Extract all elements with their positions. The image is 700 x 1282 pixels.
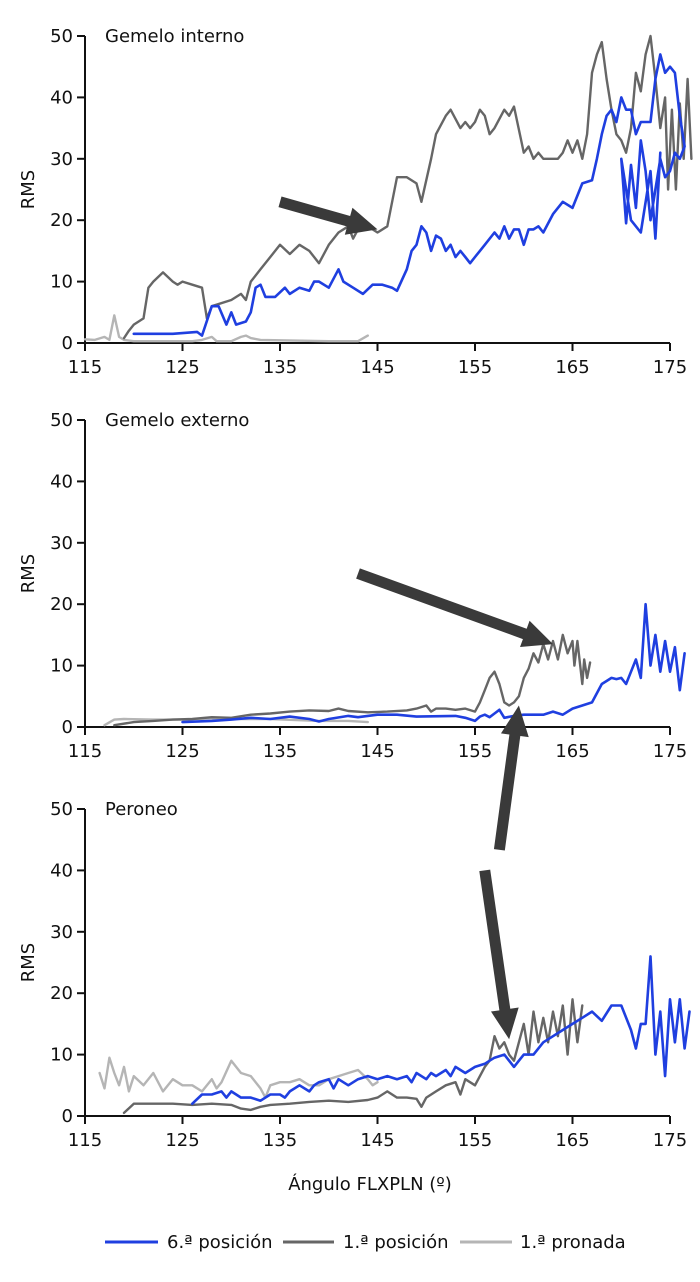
series-line-3 bbox=[98, 1056, 379, 1099]
panel-3: 0 10 20 30 40 50 115 125 135 145 155 165 175 RMS Peron… bbox=[18, 799, 691, 1151]
y-tick-label: 10 bbox=[50, 272, 73, 293]
x-tick-label: 125 bbox=[165, 741, 199, 762]
annotation-arrow-2 bbox=[356, 568, 553, 648]
annotation-arrow-1 bbox=[278, 196, 378, 235]
legend-label-2: 1.ª posición bbox=[343, 1232, 449, 1253]
x-tick-label: 175 bbox=[653, 741, 687, 762]
x-tick-label: 135 bbox=[263, 1130, 297, 1151]
y-tick-label: 40 bbox=[50, 87, 73, 108]
series-line-1 bbox=[191, 955, 691, 1105]
x-tick-label: 155 bbox=[458, 357, 492, 378]
y-tick-label: 0 bbox=[62, 1106, 73, 1127]
y-axis-label: RMS bbox=[18, 170, 39, 209]
y-axis-label: RMS bbox=[18, 943, 39, 982]
y-tick-label: 30 bbox=[50, 922, 73, 943]
series-line-3 bbox=[83, 314, 369, 343]
y-tick-label: 50 bbox=[50, 799, 73, 820]
y-tick-label: 10 bbox=[50, 1045, 73, 1066]
x-tick-label: 155 bbox=[458, 1130, 492, 1151]
x-tick-label: 165 bbox=[555, 357, 589, 378]
panel-title: Gemelo externo bbox=[105, 410, 249, 431]
x-tick-label: 165 bbox=[555, 741, 589, 762]
y-tick-label: 30 bbox=[50, 149, 73, 170]
y-tick-label: 30 bbox=[50, 533, 73, 554]
series-line-1 bbox=[132, 53, 686, 337]
x-tick-label: 145 bbox=[360, 357, 394, 378]
x-tick-label: 165 bbox=[555, 1130, 589, 1151]
x-tick-label: 135 bbox=[263, 741, 297, 762]
y-tick-label: 0 bbox=[62, 333, 73, 354]
legend-label-3: 1.ª pronada bbox=[520, 1232, 626, 1253]
y-tick-label: 20 bbox=[50, 210, 73, 231]
y-tick-label: 50 bbox=[50, 410, 73, 431]
x-tick-label: 145 bbox=[360, 741, 394, 762]
x-tick-label: 115 bbox=[68, 1130, 102, 1151]
legend: 6.ª posición 1.ª posición 1.ª pronada bbox=[105, 1232, 626, 1253]
panel-title: Peroneo bbox=[105, 799, 178, 820]
series-line-2 bbox=[122, 34, 693, 340]
y-tick-label: 40 bbox=[50, 471, 73, 492]
y-tick-label: 20 bbox=[50, 594, 73, 615]
x-tick-label: 135 bbox=[263, 357, 297, 378]
x-tick-label: 145 bbox=[360, 1130, 394, 1151]
y-tick-label: 0 bbox=[62, 717, 73, 738]
y-tick-label: 40 bbox=[50, 860, 73, 881]
series-line-2 bbox=[122, 998, 584, 1115]
legend-label-1: 6.ª posición bbox=[167, 1232, 273, 1253]
x-tick-label: 115 bbox=[68, 357, 102, 378]
x-tick-label: 125 bbox=[165, 1130, 199, 1151]
series-line-2 bbox=[113, 633, 592, 727]
series-line-1 bbox=[181, 602, 686, 724]
panel-title: Gemelo interno bbox=[105, 26, 244, 47]
annotation-arrow-3 bbox=[493, 705, 529, 851]
annotation-arrows bbox=[278, 196, 553, 1040]
panel-1: 0 10 20 30 40 50 115 125 135 145 155 165 175 RMS Gemel… bbox=[18, 26, 693, 378]
annotation-arrow-4 bbox=[479, 869, 519, 1040]
x-axis-label: Ángulo FLXPLN (º) bbox=[288, 1173, 452, 1195]
y-tick-label: 50 bbox=[50, 26, 73, 47]
x-tick-label: 155 bbox=[458, 741, 492, 762]
y-tick-label: 10 bbox=[50, 656, 73, 677]
chart-panels: 0 10 20 30 40 50 115 125 135 145 155 165 175 RMS Gemel… bbox=[18, 26, 693, 1151]
x-tick-label: 175 bbox=[653, 357, 687, 378]
x-tick-label: 115 bbox=[68, 741, 102, 762]
y-tick-label: 20 bbox=[50, 983, 73, 1004]
x-tick-label: 125 bbox=[165, 357, 199, 378]
panel-2: 0 10 20 30 40 50 115 125 135 145 155 165 175 RMS Gemel… bbox=[18, 410, 687, 762]
y-axis-label: RMS bbox=[18, 554, 39, 593]
x-tick-label: 175 bbox=[653, 1130, 687, 1151]
